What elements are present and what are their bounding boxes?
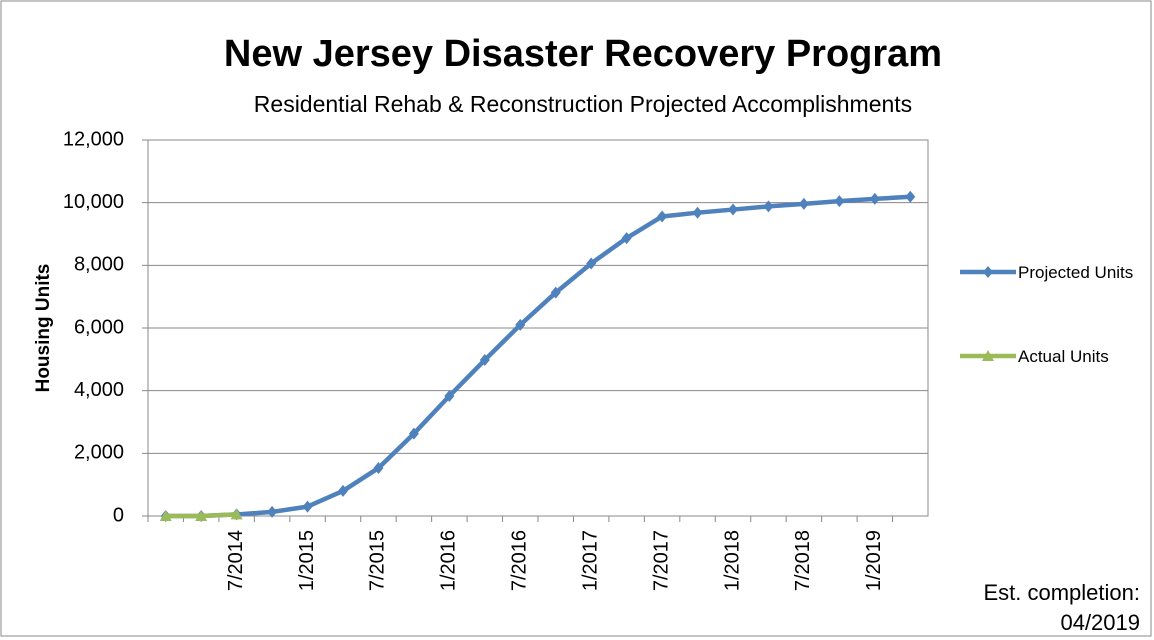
point bbox=[267, 505, 278, 518]
point bbox=[338, 484, 348, 497]
y-axis-label: Housing Units bbox=[33, 264, 54, 393]
point bbox=[408, 427, 419, 440]
chart-subtitle: Residential Rehab & Reconstruction Proje… bbox=[254, 91, 912, 117]
x-tick-label: 7/2016 bbox=[509, 530, 531, 591]
point bbox=[302, 500, 313, 513]
point bbox=[834, 195, 845, 208]
point bbox=[728, 203, 738, 216]
point bbox=[230, 508, 243, 520]
legend-label-box: Projected Units bbox=[1018, 263, 1134, 282]
y-tick-label: 2,000 bbox=[74, 442, 124, 464]
legend-label: Actual Units bbox=[1018, 347, 1109, 366]
x-tick-label: 7/2015 bbox=[367, 530, 389, 591]
annotation: Est. completion: 04/2019 bbox=[983, 580, 1140, 635]
point bbox=[373, 462, 384, 475]
x-tick-label: 7/2018 bbox=[792, 530, 814, 591]
point bbox=[983, 266, 993, 278]
x-tick-label: 7/2014 bbox=[225, 530, 247, 591]
point bbox=[515, 318, 526, 331]
point bbox=[982, 350, 994, 361]
x-tick-label: 1/2018 bbox=[721, 530, 743, 591]
y-tick-label: 6,000 bbox=[74, 316, 124, 338]
y-tick-label: 8,000 bbox=[74, 254, 124, 276]
x-tick-label: 1/2015 bbox=[296, 530, 318, 591]
point bbox=[657, 210, 668, 223]
point bbox=[621, 232, 632, 245]
y-tick-label: 4,000 bbox=[74, 379, 124, 401]
point bbox=[195, 510, 208, 521]
legend-label: Projected Units bbox=[1018, 263, 1134, 282]
point bbox=[692, 206, 703, 219]
legend-label-box: Actual Units bbox=[1018, 347, 1109, 366]
point bbox=[479, 353, 490, 366]
point bbox=[763, 200, 774, 213]
x-tick-label: 7/2017 bbox=[650, 530, 672, 591]
point bbox=[586, 257, 597, 270]
point bbox=[798, 197, 809, 210]
point bbox=[444, 389, 455, 402]
point bbox=[159, 510, 172, 521]
point bbox=[869, 192, 880, 205]
point bbox=[905, 190, 916, 203]
y-tick-label: 10,000 bbox=[63, 191, 124, 213]
series-line bbox=[165, 194, 911, 519]
x-tick-label: 1/2017 bbox=[579, 530, 601, 591]
point bbox=[550, 286, 561, 299]
y-tick-label: 0 bbox=[113, 504, 124, 526]
chart-title: New Jersey Disaster Recovery Program bbox=[224, 33, 942, 75]
x-tick-label: 1/2019 bbox=[863, 530, 885, 591]
y-tick-label: 12,000 bbox=[63, 128, 124, 150]
x-tick-label: 1/2016 bbox=[438, 530, 460, 591]
annotation-box: Est. completion: 04/2019 bbox=[983, 580, 1140, 635]
